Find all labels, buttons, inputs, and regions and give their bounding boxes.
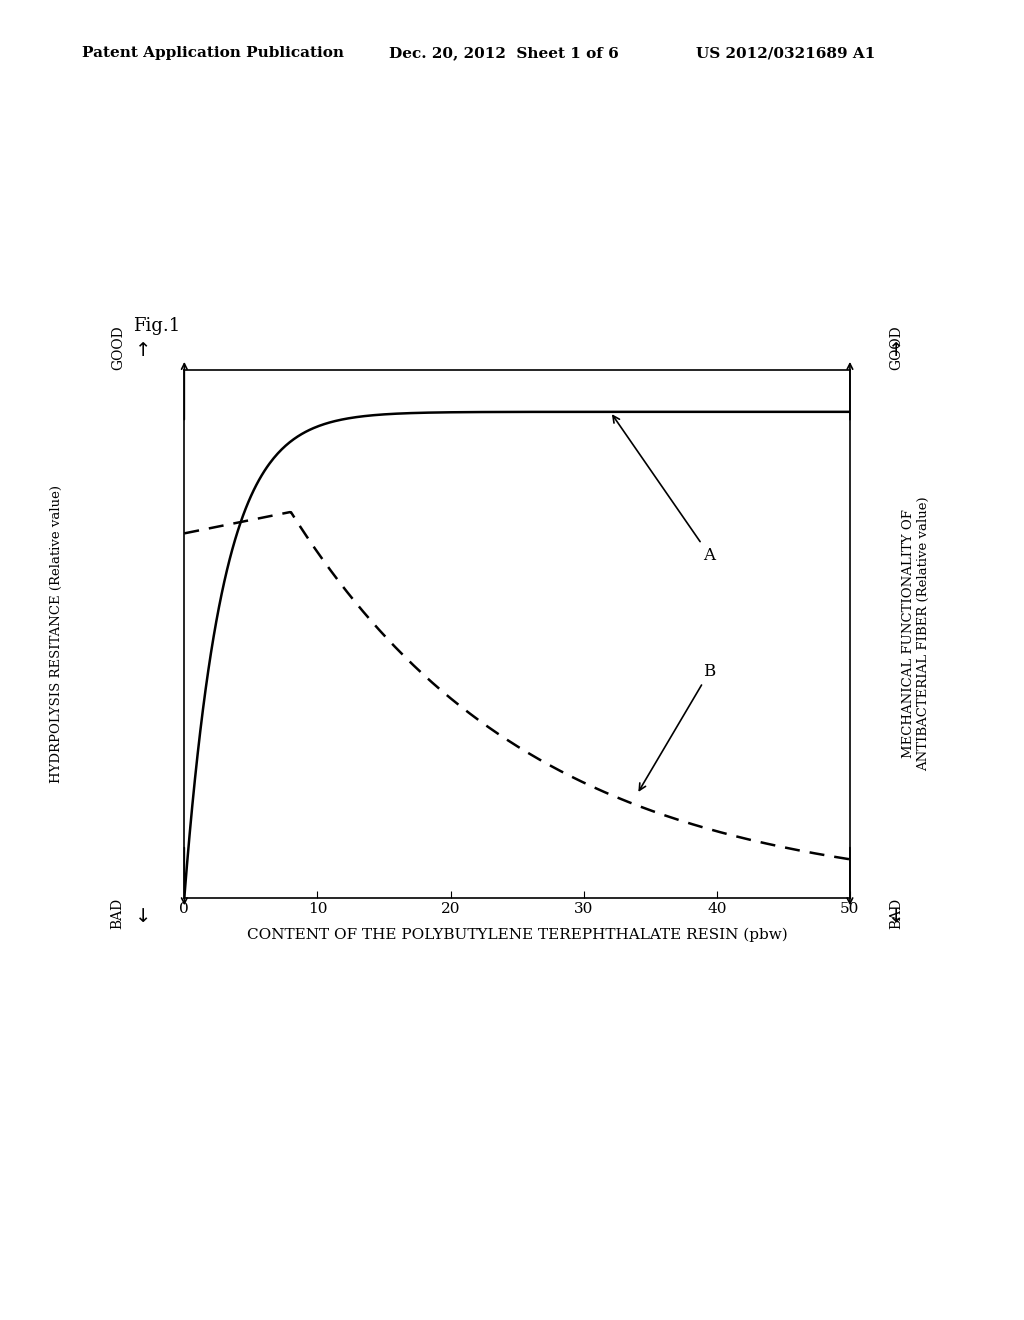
Text: MECHANICAL FUNCTIONALITY OF
ANTIBACTERIAL FIBER (Relative value): MECHANICAL FUNCTIONALITY OF ANTIBACTERIA… (902, 496, 931, 771)
Text: BAD: BAD (111, 898, 125, 929)
Text: ↑: ↑ (888, 342, 904, 360)
Text: ↑: ↑ (135, 342, 152, 360)
Text: HYDRPOLYSIS RESITANCE (Relative value): HYDRPOLYSIS RESITANCE (Relative value) (50, 484, 62, 783)
Text: ↓: ↓ (888, 907, 904, 925)
Text: BAD: BAD (889, 898, 903, 929)
Text: A: A (613, 416, 716, 564)
Text: ↓: ↓ (135, 907, 152, 925)
X-axis label: CONTENT OF THE POLYBUTYLENE TEREPHTHALATE RESIN (pbw): CONTENT OF THE POLYBUTYLENE TEREPHTHALAT… (247, 928, 787, 942)
Text: GOOD: GOOD (111, 325, 125, 370)
Text: GOOD: GOOD (889, 325, 903, 370)
Text: Dec. 20, 2012  Sheet 1 of 6: Dec. 20, 2012 Sheet 1 of 6 (389, 46, 618, 61)
Text: B: B (639, 663, 716, 791)
Text: Fig.1: Fig.1 (133, 317, 180, 335)
Text: US 2012/0321689 A1: US 2012/0321689 A1 (696, 46, 876, 61)
Text: Patent Application Publication: Patent Application Publication (82, 46, 344, 61)
